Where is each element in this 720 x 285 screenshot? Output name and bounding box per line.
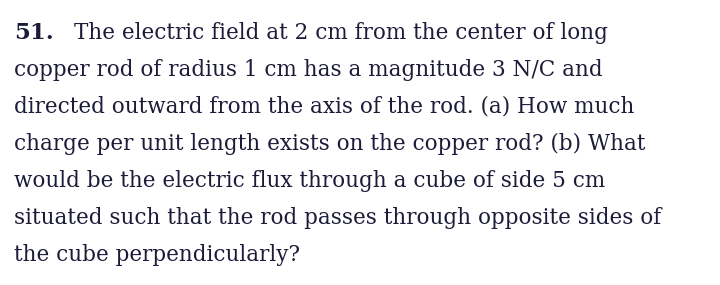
Text: charge per unit length exists on the copper rod? (b) What: charge per unit length exists on the cop…	[14, 133, 646, 155]
Text: directed outward from the axis of the rod. (a) How much: directed outward from the axis of the ro…	[14, 96, 634, 118]
Text: the cube perpendicularly?: the cube perpendicularly?	[14, 244, 300, 266]
Text: The electric field at 2 cm from the center of long: The electric field at 2 cm from the cent…	[74, 22, 608, 44]
Text: would be the electric flux through a cube of side 5 cm: would be the electric flux through a cub…	[14, 170, 606, 192]
Text: copper rod of radius 1 cm has a magnitude 3 N/C and: copper rod of radius 1 cm has a magnitud…	[14, 59, 603, 81]
Text: 51.: 51.	[14, 22, 54, 44]
Text: situated such that the rod passes through opposite sides of: situated such that the rod passes throug…	[14, 207, 661, 229]
